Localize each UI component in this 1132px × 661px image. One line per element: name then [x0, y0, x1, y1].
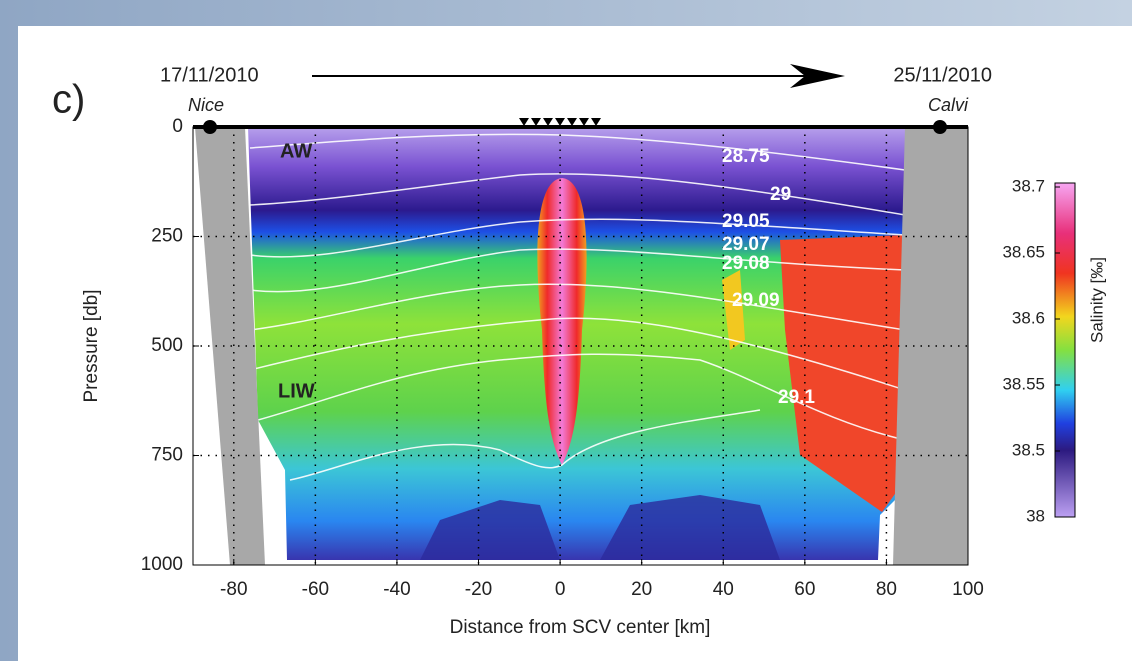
panel-label: c) [52, 78, 85, 122]
colorbar-tick-label: 38.55 [1002, 374, 1045, 393]
station-nice [203, 120, 217, 134]
x-tick-label: -60 [302, 579, 329, 600]
isopycnal-label: 29.1 [778, 387, 815, 408]
land-left [195, 127, 265, 565]
x-tick-label: 100 [952, 579, 984, 600]
x-tick-label: -20 [465, 579, 492, 600]
colorbar-title: Salinity [‰] [1087, 257, 1106, 343]
isopycnal-label: 29.08 [722, 253, 770, 274]
end-place: Calvi [928, 95, 969, 115]
x-tick-label: -80 [220, 579, 247, 600]
start-place: Nice [188, 95, 224, 115]
colorbar-tick-label: 38 [1026, 506, 1045, 525]
station-calvi [933, 120, 947, 134]
isopycnals [249, 133, 906, 481]
y-tick-label: 0 [172, 116, 183, 137]
x-tick-label: -40 [383, 579, 410, 600]
x-axis-title: Distance from SCV center [km] [450, 617, 711, 638]
x-tick-label: 20 [631, 579, 652, 600]
colorbar-tick-label: 38.7 [1012, 176, 1045, 195]
y-axis-title: Pressure [db] [81, 290, 102, 403]
land-right [893, 127, 968, 565]
y-tick-label: 500 [151, 335, 183, 356]
isopycnal-label: 29.09 [732, 290, 780, 311]
isopycnal-label: 29 [770, 184, 791, 205]
isopycnal-label: 29.07 [722, 234, 770, 255]
colorbar-tick-label: 38.5 [1012, 440, 1045, 459]
y-tick-label: 250 [151, 226, 183, 247]
arrow-head [790, 64, 845, 88]
x-tick-label: 40 [713, 579, 734, 600]
salty-patch [722, 270, 745, 350]
x-tick-label: 0 [555, 579, 566, 600]
colorbar-tick-label: 38.6 [1012, 308, 1045, 327]
colorbar [1054, 182, 1076, 518]
salty-region [780, 235, 905, 512]
x-tick-label: 60 [794, 579, 815, 600]
isopycnal-label: 28.75 [722, 146, 770, 167]
colorbar-tick-label: 38.65 [1002, 242, 1045, 261]
y-tick-label: 750 [151, 445, 183, 466]
x-tick-label: 80 [876, 579, 897, 600]
water-mass-label: LIW [278, 380, 315, 402]
start-date: 17/11/2010 [160, 64, 259, 86]
isopycnal-label: 29.05 [722, 211, 770, 232]
water-mass-label: AW [280, 140, 312, 162]
y-tick-label: 1000 [141, 554, 183, 575]
deep-water [420, 495, 780, 560]
end-date: 25/11/2010 [893, 64, 992, 86]
cast-markers [519, 118, 601, 126]
